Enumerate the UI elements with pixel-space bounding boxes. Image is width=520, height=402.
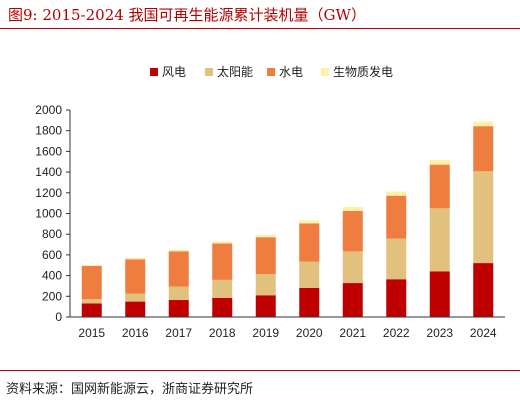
legend-label: 风电: [162, 65, 186, 79]
bar-segment-水电-2016: [125, 259, 146, 294]
legend-label: 水电: [279, 65, 303, 79]
legend-swatch: [267, 68, 275, 76]
bar-segment-生物质发电-2016: [125, 258, 146, 260]
x-tick-label: 2024: [470, 326, 497, 340]
bar-segment-水电-2022: [386, 195, 407, 239]
legend-swatch: [205, 68, 213, 76]
bars: [81, 121, 494, 317]
title-rule: [0, 28, 520, 29]
bar-segment-太阳能-2023: [429, 208, 450, 272]
bar-segment-水电-2015: [81, 265, 102, 299]
legend-label: 太阳能: [217, 64, 253, 79]
bar-segment-生物质发电-2017: [168, 249, 189, 252]
y-tick-label: 600: [42, 248, 62, 262]
bar-segment-水电-2020: [299, 223, 320, 262]
bar-segment-风电-2020: [299, 287, 320, 317]
bar-segment-太阳能-2024: [473, 171, 494, 264]
y-tick-label: 2000: [35, 103, 62, 117]
x-tick-label: 2017: [165, 326, 192, 340]
stacked-bar-chart: 风电 太阳能 水电 生物质发电 0 200 400 600 800 1000 1200 1400 16…: [35, 64, 505, 340]
bar-segment-风电-2015: [81, 303, 102, 317]
bar-segment-生物质发电-2021: [342, 206, 363, 211]
x-axis: 2015 2016 2017 2018 2019 2020 2021 2022 2023 2024: [70, 316, 505, 340]
y-tick-label: 400: [42, 269, 62, 283]
bar-segment-太阳能-2020: [299, 261, 320, 288]
bar-segment-生物质发电-2018: [212, 241, 233, 244]
bar-segment-风电-2022: [386, 279, 407, 317]
y-tick-label: 0: [55, 310, 62, 324]
y-tick-label: 1200: [35, 186, 62, 200]
bar-segment-风电-2018: [212, 297, 233, 317]
bar-segment-水电-2023: [429, 164, 450, 209]
bar-segment-风电-2023: [429, 271, 450, 317]
y-tick-label: 1800: [35, 124, 62, 138]
x-tick-label: 2019: [252, 326, 279, 340]
bar-segment-太阳能-2021: [342, 251, 363, 284]
x-tick-label: 2023: [426, 326, 453, 340]
y-axis: 0 200 400 600 800 1000 1200 1400 1600 1800 2000: [35, 103, 71, 324]
bar-segment-风电-2017: [168, 300, 189, 317]
y-tick-label: 200: [42, 289, 62, 303]
bar-segment-生物质发电-2020: [299, 220, 320, 224]
bar-segment-水电-2021: [342, 210, 363, 252]
source-rule: [0, 370, 520, 371]
figure-title: 图9: 2015-2024 我国可再生能源累计装机量（GW）: [8, 6, 366, 24]
x-tick-label: 2021: [339, 326, 366, 340]
bar-segment-水电-2019: [255, 237, 276, 275]
bar-segment-太阳能-2018: [212, 279, 233, 298]
bar-segment-太阳能-2015: [81, 298, 102, 304]
y-tick-label: 1400: [35, 165, 62, 179]
bar-segment-水电-2017: [168, 251, 189, 287]
legend-label: 生物质发电: [333, 64, 393, 79]
bar-segment-风电-2016: [125, 301, 146, 317]
bar-segment-生物质发电-2015: [81, 264, 102, 266]
x-tick-label: 2015: [78, 326, 105, 340]
bar-segment-风电-2019: [255, 295, 276, 317]
y-tick-label: 1600: [35, 144, 62, 158]
source-note: 资料来源：国网新能源云，浙商证券研究所: [6, 382, 254, 397]
legend: 风电 太阳能 水电 生物质发电: [150, 64, 393, 79]
legend-swatch: [321, 68, 329, 76]
bar-segment-太阳能-2022: [386, 238, 407, 280]
bar-segment-生物质发电-2022: [386, 191, 407, 196]
bar-segment-生物质发电-2024: [473, 121, 494, 127]
bar-segment-水电-2024: [473, 126, 494, 172]
x-tick-label: 2016: [122, 326, 149, 340]
bar-segment-生物质发电-2023: [429, 160, 450, 165]
bar-segment-风电-2024: [473, 263, 494, 317]
x-tick-label: 2022: [383, 326, 410, 340]
legend-swatch: [150, 68, 158, 76]
bar-segment-风电-2021: [342, 283, 363, 317]
bar-segment-水电-2018: [212, 243, 233, 280]
bar-segment-生物质发电-2019: [255, 234, 276, 238]
x-tick-label: 2020: [296, 326, 323, 340]
y-tick-label: 1000: [35, 207, 62, 221]
x-tick-label: 2018: [209, 326, 236, 340]
y-tick-label: 800: [42, 227, 62, 241]
bar-segment-太阳能-2017: [168, 286, 189, 301]
bar-segment-太阳能-2019: [255, 274, 276, 296]
bar-segment-太阳能-2016: [125, 293, 146, 302]
